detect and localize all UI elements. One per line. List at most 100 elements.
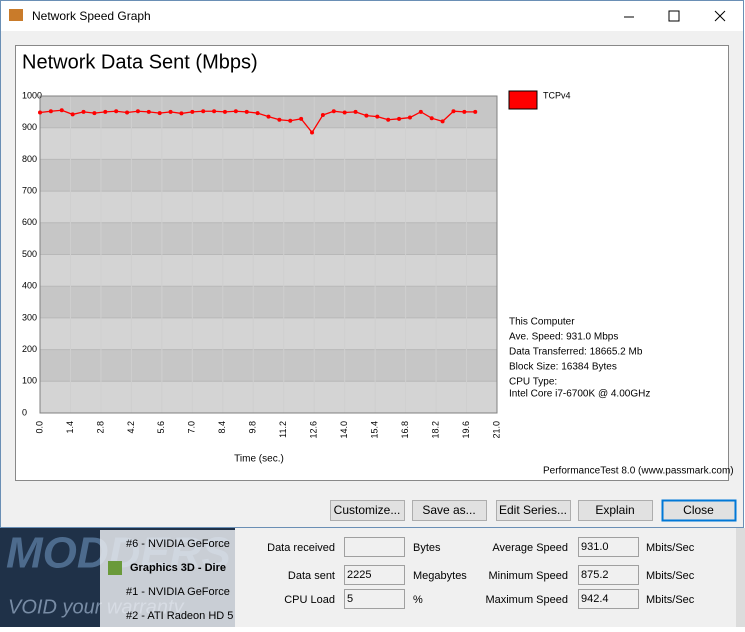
button-label[interactable]: Customize... (334, 503, 401, 517)
point (331, 109, 336, 114)
y-tick-label: 0 (22, 407, 27, 417)
info-line: Intel Core i7-6700K @ 4.00GHz (509, 389, 650, 400)
y-tick-label: 300 (22, 312, 37, 322)
list-item[interactable]: #2 - ATI Radeon HD 5 (126, 610, 233, 622)
point (386, 117, 391, 122)
grid-band (40, 222, 497, 255)
point (222, 109, 227, 114)
field-box (578, 589, 639, 609)
list-item[interactable]: #1 - NVIDIA GeForce (126, 586, 230, 598)
point (266, 114, 271, 119)
field-box (344, 589, 405, 609)
point (168, 109, 173, 114)
plot-border (39, 95, 498, 414)
button[interactable] (330, 500, 405, 521)
y-tick-label: 1000 (22, 90, 42, 100)
y-tick-label: 200 (22, 344, 37, 354)
y-tick-label: 800 (22, 154, 37, 164)
point (462, 109, 467, 114)
x-tick-label: 11.2 (278, 421, 288, 438)
field-unit: Mbits/Sec (646, 570, 695, 582)
field-unit: Mbits/Sec (646, 542, 695, 554)
point (157, 111, 162, 116)
y-tick-label: 700 (22, 185, 37, 195)
point (146, 109, 151, 114)
x-tick-label: 0.0 (34, 421, 44, 434)
point (288, 118, 293, 123)
x-tick-label: 1.4 (65, 421, 75, 434)
field-label: Maximum Speed (485, 594, 568, 606)
y-tick-label: 900 (22, 122, 37, 132)
maximize[interactable] (668, 10, 680, 22)
field-label: Average Speed (492, 542, 568, 554)
point (135, 109, 140, 114)
field-value: 931.0 (581, 541, 609, 553)
title-bar (1, 1, 743, 31)
button[interactable] (496, 500, 571, 521)
x-tick-label: 21.0 (491, 421, 501, 439)
list-item[interactable]: Graphics 3D - Dire (130, 562, 226, 574)
point (59, 108, 64, 113)
point (397, 116, 402, 121)
x-tick-label: 16.8 (400, 421, 410, 439)
point (103, 109, 108, 114)
info-line: Data Transferred: 18665.2 Mb (509, 347, 643, 358)
grid-band (40, 159, 497, 192)
field-box (344, 537, 405, 557)
x-tick-label: 14.0 (339, 421, 349, 439)
point (451, 109, 456, 114)
point (81, 109, 86, 114)
grid-band (40, 286, 497, 318)
button[interactable] (578, 500, 653, 521)
grid-band (40, 349, 497, 382)
point (201, 109, 206, 114)
point (310, 130, 315, 135)
button[interactable] (661, 499, 737, 522)
x-axis-label: Time (sec.) (234, 454, 284, 465)
point (320, 113, 325, 118)
point (375, 114, 380, 119)
point (233, 109, 238, 114)
point (473, 109, 478, 114)
button-label[interactable]: Explain (595, 503, 634, 517)
x-tick-label: 2.8 (95, 421, 105, 434)
point (38, 110, 42, 115)
field-unit: Bytes (413, 542, 441, 554)
field-unit: Mbits/Sec (646, 594, 695, 606)
x-tick-label: 4.2 (126, 421, 136, 434)
point (190, 109, 195, 114)
point (92, 111, 97, 116)
point (299, 116, 304, 121)
close-x[interactable] (714, 10, 726, 22)
info-line: CPU Type: (509, 377, 557, 388)
field-value: 5 (347, 593, 353, 605)
x-tick-label: 19.6 (461, 421, 471, 439)
field-box (344, 565, 405, 585)
info-line: This Computer (509, 317, 575, 328)
field-box (578, 565, 639, 585)
legend-label: TCPv4 (543, 90, 571, 100)
field-label: Data sent (288, 570, 335, 582)
info-line: Block Size: 16384 Bytes (509, 362, 617, 373)
point (48, 109, 53, 114)
field-unit: % (413, 594, 423, 606)
legend-swatch (508, 90, 538, 110)
button[interactable] (412, 500, 487, 521)
button-label[interactable]: Edit Series... (499, 503, 567, 517)
y-tick-label: 100 (22, 376, 37, 386)
field-value: 942.4 (581, 593, 609, 605)
icon (108, 561, 122, 575)
point (114, 109, 119, 114)
field-box (578, 537, 639, 557)
app-icon (9, 9, 23, 21)
x-tick-label: 12.6 (309, 421, 319, 439)
field-unit: Megabytes (413, 570, 467, 582)
point (364, 113, 369, 118)
point (429, 116, 434, 121)
list-item[interactable]: #6 - NVIDIA GeForce (126, 538, 230, 550)
point (179, 111, 184, 116)
button-label[interactable]: Close (683, 503, 714, 517)
scrollbar (736, 528, 745, 627)
button-label[interactable]: Save as... (422, 503, 475, 517)
